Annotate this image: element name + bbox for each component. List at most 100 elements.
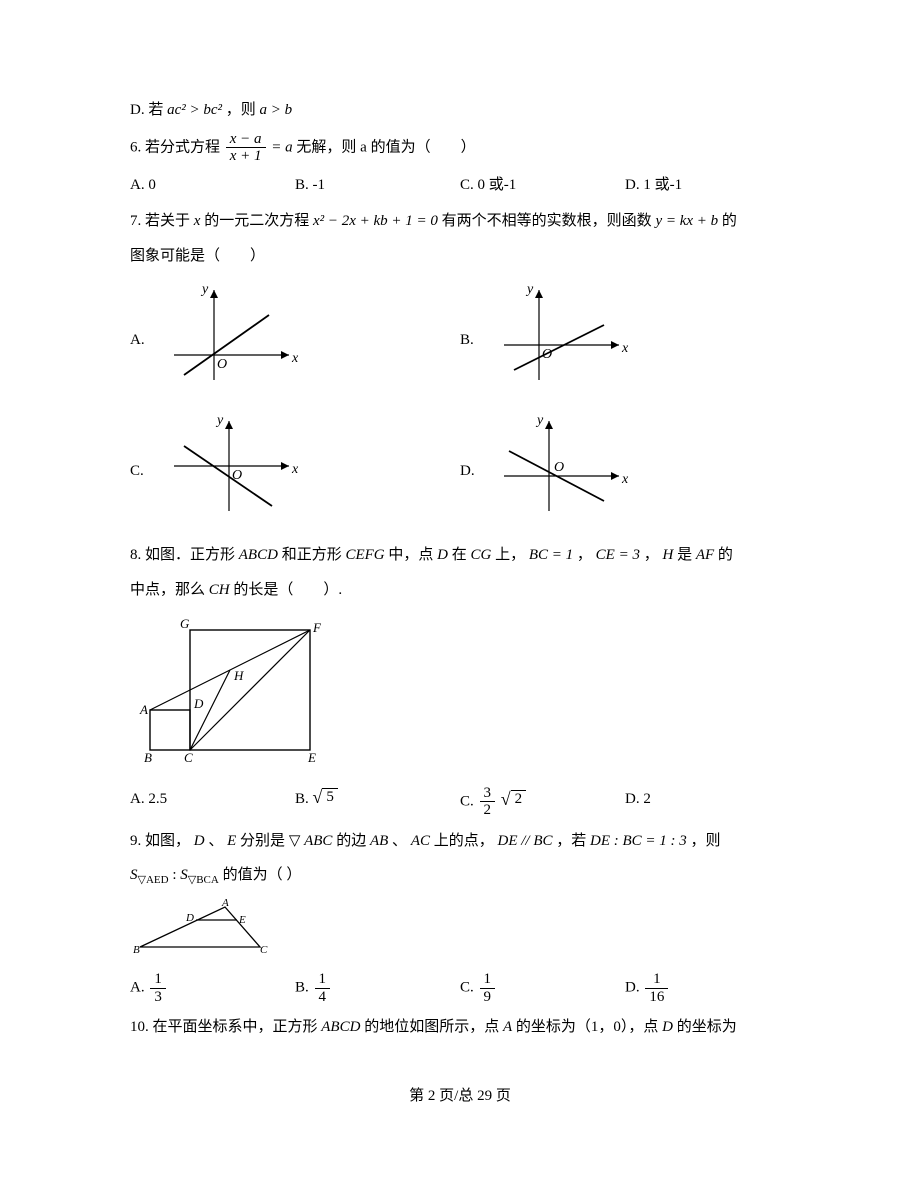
q7-label-d: D. xyxy=(460,457,484,486)
svg-text:D: D xyxy=(185,912,194,924)
svg-text:A: A xyxy=(221,897,229,909)
q9-debc: DE // BC xyxy=(498,833,553,849)
q8-h: H xyxy=(662,547,673,563)
q8b-arg: 5 xyxy=(322,788,338,806)
q8-bc1: BC = 1 xyxy=(529,547,573,563)
q9-s5: 上的点， xyxy=(434,833,494,849)
q9d-pre: D. xyxy=(625,980,643,996)
q6-stem: 6. 若分式方程 x − a x + 1 = a 无解，则 a 的值为（ ） xyxy=(130,131,790,165)
svg-text:A: A xyxy=(139,702,148,717)
q10-s2: 的地位如图所示，点 xyxy=(364,1019,503,1035)
q7-s3: 有两个不相等的实数根，则函数 xyxy=(442,213,656,229)
q8-options: A. 2.5 B. √ 5 C. 3 2 √ 2 D. 2 xyxy=(130,785,790,819)
q9-S2: S xyxy=(180,867,188,883)
q8-opt-c: C. 3 2 √ 2 xyxy=(460,785,625,819)
q7-graph-b: x y O xyxy=(484,280,790,401)
q9d-d: 16 xyxy=(645,989,668,1006)
svg-text:E: E xyxy=(307,750,316,765)
q8c-pre: C. xyxy=(460,793,478,809)
q8c-num: 3 xyxy=(480,785,496,803)
svg-text:x: x xyxy=(621,341,629,356)
q9d-n: 1 xyxy=(645,971,668,989)
q9c-n: 1 xyxy=(480,971,496,989)
q8c-den: 2 xyxy=(480,802,496,819)
q7-graph-d: x y O xyxy=(484,411,790,532)
svg-text:y: y xyxy=(535,413,544,428)
q7-row1: A. x y O B. x y O xyxy=(130,280,790,401)
q10-abcd: ABCD xyxy=(321,1019,360,1035)
q8-s2: 和正方形 xyxy=(282,547,346,563)
q8-s3: 中，点 xyxy=(388,547,437,563)
axis-y: y xyxy=(200,282,209,297)
q9b-d: 4 xyxy=(315,989,331,1006)
sqrt-icon: √ xyxy=(501,790,511,808)
q9-s7: ，则 xyxy=(691,833,721,849)
q7-row2: C. x y O D. x y O xyxy=(130,411,790,532)
q6-stem2: 无解，则 a 的值为（ ） xyxy=(296,139,475,155)
q9-e: E xyxy=(227,833,236,849)
q6-stem1: 6. 若分式方程 xyxy=(130,139,224,155)
q9-s3: 的边 xyxy=(336,833,370,849)
q10-s1: 10. 在平面坐标系中，正方形 xyxy=(130,1019,321,1035)
q8-s6: ， xyxy=(577,547,592,563)
q8-ch: CH xyxy=(209,582,230,598)
q6-opt-b: B. -1 xyxy=(295,171,460,200)
q9a-frac: 1 3 xyxy=(150,971,166,1005)
exam-page: D. 若 ac² > bc² ，则 a > b 6. 若分式方程 x − a x… xyxy=(0,0,920,1150)
q7-s2: 的一元二次方程 xyxy=(204,213,313,229)
q9-stem: 9. 如图， D 、 E 分别是 ▽ ABC 的边 AB 、 AC 上的点， D… xyxy=(130,827,790,856)
q8b-sqrt: √ 5 xyxy=(313,788,338,806)
q10-a: A xyxy=(503,1019,512,1035)
q8-opt-d: D. 2 xyxy=(625,785,790,819)
q8-figure: A B C D E F G H xyxy=(130,610,790,781)
q9-S2sub: ▽BCA xyxy=(188,874,219,886)
q7-graph-a: x y O xyxy=(154,280,460,401)
q7-stem: 7. 若关于 x 的一元二次方程 x² − 2x + kb + 1 = 0 有两… xyxy=(130,207,790,236)
svg-text:B: B xyxy=(133,944,140,956)
q9-tri1: ▽ xyxy=(289,833,301,849)
svg-text:D: D xyxy=(193,696,204,711)
q7-label-a: A. xyxy=(130,326,154,355)
q8-s10: 中点，那么 xyxy=(130,582,209,598)
q9d-frac: 1 16 xyxy=(645,971,668,1005)
q8-stem: 8. 如图．正方形 ABCD 和正方形 CEFG 中，点 D 在 CG 上， B… xyxy=(130,541,790,570)
origin: O xyxy=(217,357,227,372)
q5d-prefix: D. 若 xyxy=(130,102,167,118)
q9-s4: 、 xyxy=(392,833,407,849)
q9-S1sub: ▽AED xyxy=(138,874,169,886)
q9-ac: AC xyxy=(411,833,430,849)
svg-text:E: E xyxy=(238,914,246,926)
svg-text:B: B xyxy=(144,750,152,765)
q7-s1: 7. 若关于 xyxy=(130,213,194,229)
svg-text:F: F xyxy=(312,620,322,635)
q5d-math1: ac² > bc² xyxy=(167,102,222,118)
q9c-pre: C. xyxy=(460,980,478,996)
q9-opt-d: D. 1 16 xyxy=(625,971,790,1005)
svg-text:G: G xyxy=(180,616,190,631)
q8c-sqrt: √ 2 xyxy=(501,790,526,808)
q9-S1: S xyxy=(130,867,138,883)
q7-s4: 的 xyxy=(722,213,737,229)
q6-frac: x − a x + 1 xyxy=(226,131,266,165)
q9-s2: 分别是 xyxy=(240,833,285,849)
q8b-pre: B. xyxy=(295,791,313,807)
q8-s8: 是 xyxy=(677,547,696,563)
q7-label-c: C. xyxy=(130,457,154,486)
q8-opt-b: B. √ 5 xyxy=(295,785,460,819)
q9-ab: AB xyxy=(370,833,388,849)
svg-text:C: C xyxy=(184,750,193,765)
q5-option-d: D. 若 ac² > bc² ，则 a > b xyxy=(130,96,790,125)
q7-fn: y = kx + b xyxy=(655,213,718,229)
q6-opt-c: C. 0 或-1 xyxy=(460,171,625,200)
q7-graph-c: x y O xyxy=(154,411,460,532)
q9-opt-a: A. 1 3 xyxy=(130,971,295,1005)
q6-eq: = a xyxy=(271,139,292,155)
q9-opt-c: C. 1 9 xyxy=(460,971,625,1005)
q9a-d: 3 xyxy=(150,989,166,1006)
svg-text:H: H xyxy=(233,668,244,683)
q8c-arg: 2 xyxy=(511,790,527,808)
q10-s3: 的坐标为（1，0），点 xyxy=(516,1019,662,1035)
q7-x: x xyxy=(194,213,201,229)
q9-stem-line2: S▽AED : S▽BCA 的值为（ ） xyxy=(130,861,790,891)
q9b-n: 1 xyxy=(315,971,331,989)
